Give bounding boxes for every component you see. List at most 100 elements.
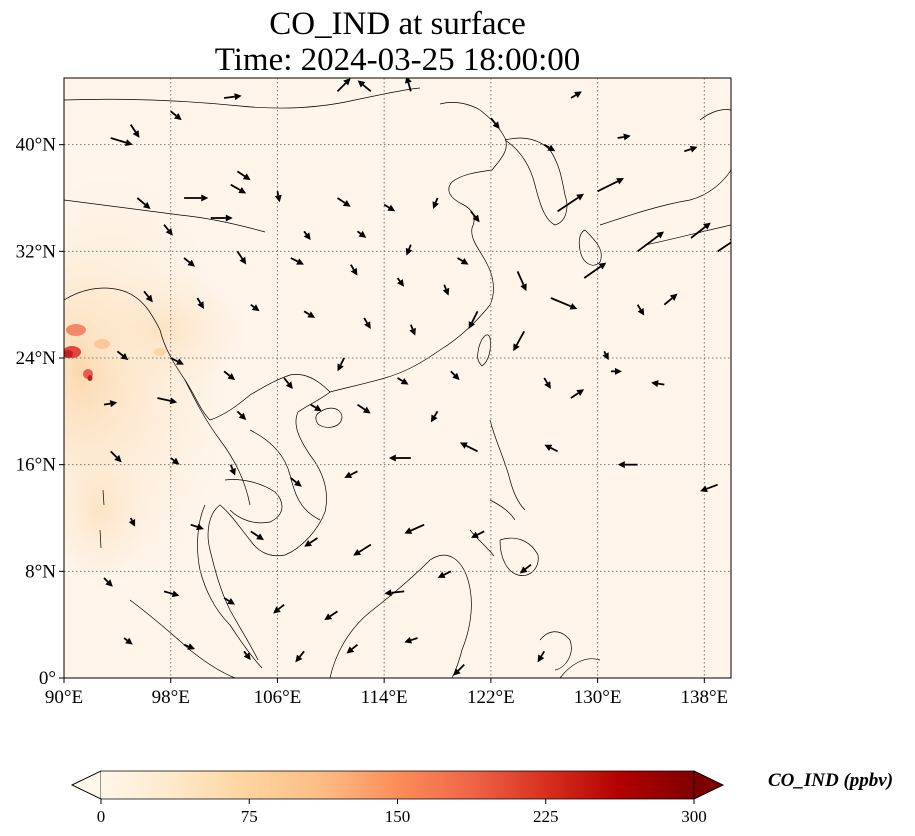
wind-arrow — [163, 224, 173, 236]
wind-arrow — [350, 264, 358, 276]
wind-arrow — [357, 80, 372, 93]
wind-arrow — [273, 603, 285, 614]
wind-arrow — [404, 636, 418, 644]
wind-arrow — [274, 191, 282, 203]
wind-arrow — [210, 214, 233, 222]
wind-arrow — [450, 370, 460, 381]
wind-arrow — [236, 250, 247, 265]
longitude-tick-label: 138°E — [680, 687, 728, 708]
wind-arrow — [570, 389, 585, 399]
wind-arrow — [290, 477, 302, 487]
wind-arrow — [388, 454, 411, 462]
borneo — [329, 554, 472, 678]
wind-arrow — [544, 444, 558, 453]
wind-arrow — [116, 350, 129, 361]
map-frame — [63, 77, 732, 679]
wind-arrow — [136, 197, 151, 209]
wind-arrow — [123, 637, 133, 645]
wind-arrow — [110, 137, 133, 146]
wind-arrow — [543, 143, 556, 152]
colorbar-min-extension — [71, 770, 102, 800]
burma-border — [64, 287, 331, 421]
wind-arrow — [184, 194, 209, 202]
latitude-tick-label: 8°N — [25, 561, 56, 582]
colorbar-tick-label: 75 — [241, 807, 258, 826]
longitude-tick-label: 98°E — [152, 687, 190, 708]
wind-arrow — [516, 270, 527, 292]
longitude-axis: 90°E 98°E 106°E 114°E 122°E 130°E 138°E — [45, 678, 728, 708]
wind-arrow — [409, 324, 416, 336]
wind-arrow — [303, 310, 316, 318]
wind-arrow — [356, 403, 371, 414]
wind-arrow — [610, 367, 622, 375]
wind-arrow — [223, 370, 236, 381]
wind-arrow — [190, 523, 204, 531]
wind-arrow — [457, 257, 469, 265]
mongolia-border — [64, 87, 421, 109]
wind-arrow — [243, 650, 251, 661]
japan-kyushu — [578, 229, 602, 266]
wind-arrow — [442, 284, 450, 296]
colorbar-tick-label: 225 — [533, 807, 559, 826]
wind-arrow — [346, 643, 359, 654]
wind-arrow — [223, 597, 236, 605]
wind-arrow — [490, 117, 500, 129]
wind-arrow — [404, 523, 425, 534]
wind-arrow — [310, 403, 322, 412]
sumatra — [129, 599, 236, 678]
philippines-visayas — [469, 499, 516, 557]
wind-arrow — [637, 231, 665, 253]
wind-arrow — [103, 400, 118, 408]
wind-arrow — [336, 197, 351, 207]
wind-arrow — [157, 397, 178, 405]
japan-honshu — [599, 169, 731, 246]
colorbar-gradient — [101, 771, 694, 799]
wind-arrow — [344, 470, 358, 478]
wind-arrow — [383, 203, 396, 212]
tibet-border — [64, 199, 266, 233]
andaman-islands — [99, 489, 105, 549]
wind-arrow — [303, 230, 311, 241]
wind-arrow — [103, 577, 113, 587]
wind-arrow — [236, 170, 251, 181]
latitude-tick-label: 0° — [39, 668, 56, 689]
wind-arrow — [356, 230, 367, 238]
longitude-tick-label: 106°E — [254, 687, 302, 708]
wind-arrow — [468, 310, 479, 329]
wind-arrow — [295, 650, 305, 663]
japan-hokkaido — [699, 109, 731, 121]
colorbar-tick-label: 150 — [385, 807, 411, 826]
wind-arrow — [229, 464, 236, 476]
wind-arrow — [143, 290, 153, 303]
map-title: CO_IND at surface — [269, 6, 526, 42]
latitude-tick-label: 32°N — [16, 241, 57, 262]
wind-arrow — [236, 410, 247, 421]
wind-arrow — [183, 257, 196, 267]
colorbar-tick-label: 300 — [681, 807, 707, 826]
wind-arrow — [453, 664, 465, 676]
laos-thailand-border — [184, 379, 321, 521]
philippines-luzon — [489, 419, 526, 511]
wind-arrow — [230, 183, 247, 194]
wind-vector-field — [103, 78, 731, 676]
latitude-tick-label: 16°N — [16, 455, 57, 476]
wind-arrow — [700, 483, 718, 493]
wind-arrow — [304, 537, 318, 547]
wind-arrow — [363, 317, 371, 329]
wind-arrow — [651, 380, 665, 388]
wind-arrow — [404, 78, 412, 92]
wind-arrow — [583, 262, 607, 279]
wind-arrow — [250, 303, 260, 312]
wind-arrow — [397, 377, 409, 385]
colorbar-label: CO_IND (ppbv) — [768, 770, 894, 791]
wind-arrow — [163, 590, 180, 598]
colorbar-tick-label: 0 — [97, 807, 106, 826]
wind-arrow — [617, 133, 631, 141]
wind-arrow — [110, 450, 122, 463]
wind-arrow — [337, 357, 345, 372]
wind-arrow — [519, 563, 532, 574]
wind-arrow — [223, 93, 242, 101]
wind-arrow — [250, 530, 264, 541]
